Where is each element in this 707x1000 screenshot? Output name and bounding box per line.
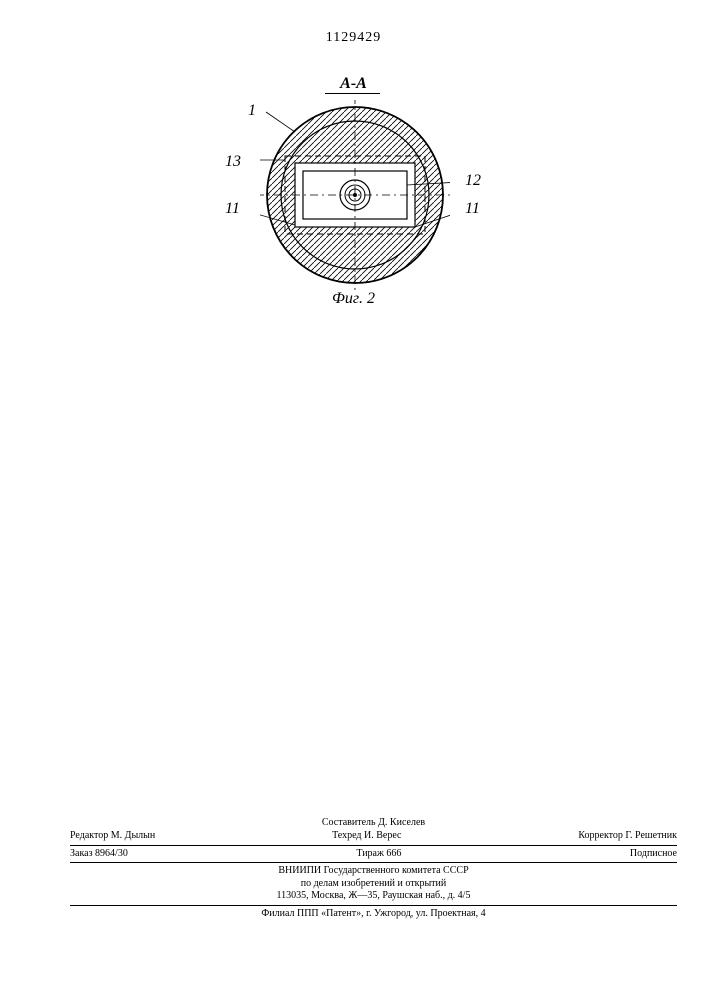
org-line2: по делам изобретений и открытий — [70, 878, 677, 891]
compiler-name: Д. Киселев — [378, 817, 425, 828]
callout-11-left: 11 — [225, 200, 240, 218]
order-no: 8964/30 — [95, 848, 128, 859]
compiler-label: Составитель — [322, 817, 376, 828]
corrector-label: Корректор — [578, 830, 623, 841]
filial-line: Филиал ППП «Патент», г. Ужгород, ул. Про… — [70, 908, 677, 921]
callout-12: 12 — [465, 172, 481, 190]
section-label: А-А — [0, 75, 707, 93]
footer-rule-3 — [70, 905, 677, 906]
callout-1: 1 — [248, 102, 256, 120]
document-number: 1129429 — [0, 30, 707, 46]
editor-name: М. Дылын — [111, 830, 156, 841]
editor-label: Редактор — [70, 830, 108, 841]
tech-name: И. Верес — [364, 830, 401, 841]
cross-section-diagram — [260, 100, 450, 290]
tirazh-label: Тираж — [356, 848, 384, 859]
tech-label: Техред — [332, 830, 361, 841]
footer-rule-2 — [70, 862, 677, 863]
tirazh-no: 666 — [386, 848, 401, 859]
corrector-name: Г. Решетник — [625, 830, 677, 841]
callout-11-right: 11 — [465, 200, 480, 218]
order-label: Заказ — [70, 848, 93, 859]
org-line1: ВНИИПИ Государственного комитета СССР — [70, 865, 677, 878]
section-label-underline — [325, 93, 380, 94]
figure-label: Фиг. 2 — [0, 290, 707, 308]
org-addr: 113035, Москва, Ж—35, Раушская наб., д. … — [70, 890, 677, 903]
sub-label: Подписное — [630, 848, 677, 861]
callout-13: 13 — [225, 153, 241, 171]
footer-rule-1 — [70, 845, 677, 846]
colophon: Составитель Д. Киселев Редактор М. Дылын… — [70, 817, 677, 921]
